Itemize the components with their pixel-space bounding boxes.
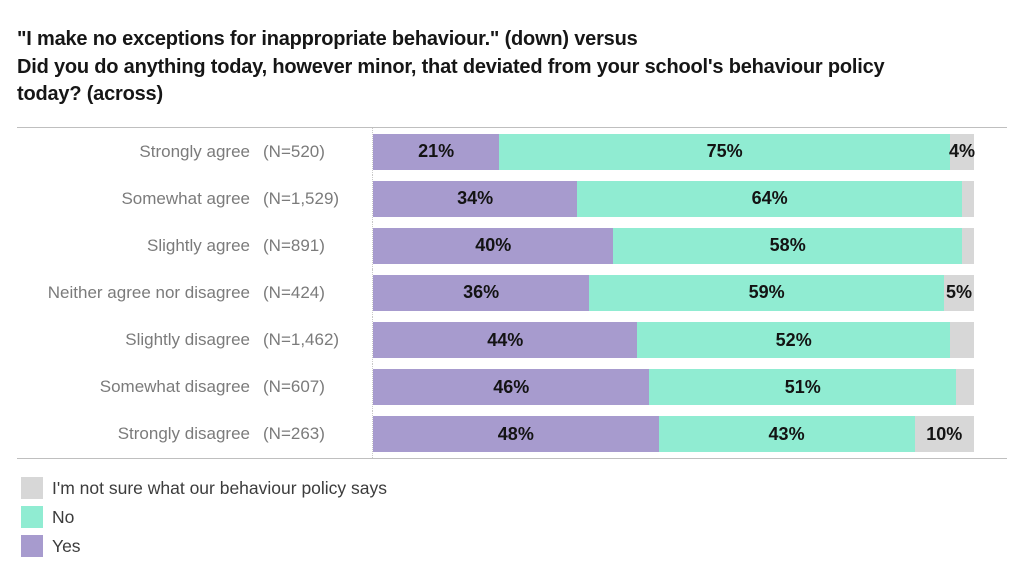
bar-segment-yes: 40% <box>373 227 614 264</box>
legend-label-yes: Yes <box>52 535 81 556</box>
chart-legend: I'm not sure what our behaviour policy s… <box>21 477 387 564</box>
category-count: (N=424) <box>263 282 325 302</box>
stacked-bar: 21% 75% 4% <box>373 133 975 170</box>
bar-segment-unsure <box>961 227 974 264</box>
bar-value-label: 44% <box>487 329 524 350</box>
chart-row: Strongly agree (N=520) 21% 75% 4% <box>17 128 1007 176</box>
bar-segment-yes: 34% <box>373 180 578 217</box>
bar-segment-unsure: 4% <box>948 133 975 170</box>
category-label: Strongly agree <box>139 141 250 161</box>
bar-segment-yes: 46% <box>373 369 650 406</box>
category-count: (N=1,529) <box>263 188 340 208</box>
chart-row: Slightly agree (N=891) 40% 58% <box>17 222 1007 270</box>
bar-value-label: 5% <box>945 282 972 303</box>
stacked-bar: 40% 58% <box>373 227 974 264</box>
bar-segment-yes: 44% <box>373 322 638 359</box>
category-count: (N=607) <box>263 377 325 397</box>
bar-segment-no: 75% <box>499 133 950 170</box>
chart-row: Neither agree nor disagree (N=424) 36% 59% 5… <box>17 269 1007 317</box>
chart-row: Somewhat disagree (N=607) 46% 51% <box>17 363 1007 411</box>
bar-segment-no: 59% <box>589 274 944 311</box>
bar-value-label: 34% <box>457 188 494 209</box>
bar-segment-unsure <box>955 369 974 406</box>
bar-value-label: 58% <box>769 235 806 256</box>
category-label: Strongly disagree <box>117 424 250 444</box>
legend-item-no: No <box>21 506 387 528</box>
category-label: Slightly agree <box>146 235 250 255</box>
chart-row: Slightly disagree (N=1,462) 44% 52% <box>17 316 1007 364</box>
bar-value-label: 10% <box>926 423 963 444</box>
stacked-bar: 44% 52% <box>373 322 974 359</box>
category-label: Slightly disagree <box>125 330 250 350</box>
stacked-bar: 46% 51% <box>373 369 974 406</box>
chart-title-line-3: today? (across) <box>17 83 163 105</box>
bar-segment-no: 51% <box>649 369 956 406</box>
bar-segment-no: 43% <box>658 416 915 453</box>
category-label: Somewhat disagree <box>99 377 250 397</box>
stacked-bar: 34% 64% <box>373 180 974 217</box>
category-count: (N=1,462) <box>263 330 340 350</box>
bar-value-label: 64% <box>751 188 788 209</box>
legend-swatch-unsure <box>21 477 43 499</box>
stacked-bar: 36% 59% 5% <box>373 274 974 311</box>
bar-value-label: 51% <box>784 376 821 397</box>
legend-swatch-yes <box>21 535 43 557</box>
category-label: Somewhat agree <box>121 188 250 208</box>
category-count: (N=891) <box>263 235 325 255</box>
bar-track: 36% 59% 5% <box>372 269 974 317</box>
bar-segment-unsure <box>949 322 974 359</box>
bar-value-label: 4% <box>948 141 975 162</box>
chart-title: "I make no exceptions for inappropriate … <box>17 26 1007 109</box>
legend-label-unsure: I'm not sure what our behaviour policy s… <box>52 477 388 498</box>
bar-segment-no: 64% <box>577 180 962 217</box>
stacked-bar: 48% 43% 10% <box>373 416 974 453</box>
chart-row: Somewhat agree (N=1,529) 34% 64% <box>17 175 1007 223</box>
bar-segment-unsure: 5% <box>943 274 974 311</box>
chart-title-line-2: Did you do anything today, however minor… <box>17 55 885 78</box>
stacked-bar-chart: Strongly agree (N=520) 21% 75% 4% Somewhat ag… <box>17 127 1007 459</box>
bar-value-label: 40% <box>475 235 512 256</box>
bar-segment-unsure: 10% <box>914 416 974 453</box>
bar-segment-unsure <box>961 180 974 217</box>
bar-segment-no: 58% <box>613 227 962 264</box>
legend-item-unsure: I'm not sure what our behaviour policy s… <box>21 477 387 499</box>
bar-track: 34% 64% <box>372 175 974 223</box>
bar-segment-yes: 21% <box>373 133 500 170</box>
bar-value-label: 75% <box>706 141 743 162</box>
category-count: (N=263) <box>263 424 325 444</box>
legend-item-yes: Yes <box>21 535 387 557</box>
legend-label-no: No <box>52 506 75 527</box>
bar-value-label: 21% <box>418 141 455 162</box>
bar-value-label: 43% <box>768 423 805 444</box>
bar-segment-yes: 36% <box>373 274 590 311</box>
chart-row: Strongly disagree (N=263) 48% 43% 10% <box>17 410 1007 458</box>
bar-value-label: 59% <box>748 282 785 303</box>
bar-value-label: 36% <box>463 282 500 303</box>
chart-rows: Strongly agree (N=520) 21% 75% 4% Somewhat ag… <box>17 128 1007 458</box>
bar-track: 21% 75% 4% <box>372 128 975 176</box>
bar-value-label: 52% <box>775 329 812 350</box>
bar-track: 46% 51% <box>372 363 974 411</box>
bar-track: 40% 58% <box>372 222 974 270</box>
bar-track: 48% 43% 10% <box>372 410 974 458</box>
bar-segment-yes: 48% <box>373 416 659 453</box>
chart-title-line-1: "I make no exceptions for inappropriate … <box>17 28 638 50</box>
category-label: Neither agree nor disagree <box>47 282 250 302</box>
category-count: (N=520) <box>263 141 325 161</box>
bar-segment-no: 52% <box>637 322 950 359</box>
bar-value-label: 48% <box>497 423 534 444</box>
legend-swatch-no <box>21 506 43 528</box>
bar-track: 44% 52% <box>372 316 974 364</box>
bar-value-label: 46% <box>493 376 530 397</box>
